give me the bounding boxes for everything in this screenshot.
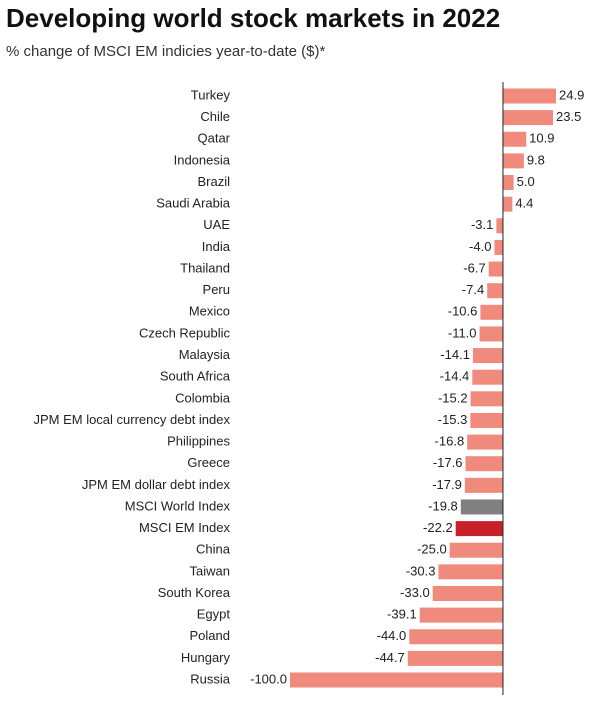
bar (472, 369, 503, 385)
bar (449, 542, 503, 558)
value-label: -3.1 (471, 217, 493, 232)
chart-subtitle: % change of MSCI EM indicies year-to-dat… (6, 43, 325, 60)
value-label: -19.8 (428, 498, 458, 513)
chart-title: Developing world stock markets in 2022 (6, 3, 500, 33)
value-label: -16.8 (435, 434, 465, 449)
bar (470, 391, 503, 407)
bar (494, 239, 503, 255)
bar (465, 456, 503, 472)
category-label: Greece (187, 455, 230, 470)
category-label: Czech Republic (139, 325, 231, 340)
value-label: -17.6 (433, 455, 463, 470)
category-label: South Africa (160, 369, 231, 384)
category-label: Brazil (197, 174, 230, 189)
category-label: Poland (190, 628, 230, 643)
category-label: Thailand (180, 260, 230, 275)
value-label: -15.2 (438, 390, 468, 405)
value-label: 4.4 (515, 196, 533, 211)
category-label: Peru (203, 282, 230, 297)
value-label: -39.1 (387, 607, 417, 622)
value-label: -4.0 (469, 239, 491, 254)
value-label: -10.6 (448, 304, 478, 319)
value-label: -44.7 (375, 650, 405, 665)
value-label: -17.9 (432, 477, 462, 492)
bar (502, 88, 556, 104)
value-label: 9.8 (527, 152, 545, 167)
bar (470, 412, 503, 428)
category-label: Russia (190, 671, 231, 686)
category-label: MSCI EM Index (139, 520, 231, 535)
value-label: 10.9 (529, 131, 554, 146)
bar (502, 175, 514, 191)
category-label: Qatar (197, 131, 230, 146)
category-label: Taiwan (190, 563, 230, 578)
bar (487, 283, 503, 299)
value-label: 24.9 (559, 87, 584, 102)
value-label: -22.2 (423, 520, 453, 535)
value-label: -11.0 (448, 325, 477, 340)
value-label: -6.7 (463, 260, 485, 275)
category-label: China (196, 542, 231, 557)
value-label: 23.5 (556, 109, 581, 124)
category-label: JPM EM dollar debt index (82, 477, 231, 492)
bar (502, 153, 524, 169)
bar (460, 499, 503, 515)
value-label: -15.3 (438, 412, 468, 427)
bar (409, 629, 503, 645)
category-label: Egypt (197, 607, 231, 622)
bar (480, 304, 503, 320)
category-label: South Korea (158, 585, 231, 600)
bar (479, 326, 503, 342)
value-label: -25.0 (417, 542, 447, 557)
category-label: MSCI World Index (125, 498, 231, 513)
value-label: -100.0 (250, 671, 287, 686)
value-label: -33.0 (400, 585, 430, 600)
value-label: -30.3 (406, 563, 436, 578)
category-label: Colombia (175, 390, 231, 405)
category-label: Malaysia (179, 347, 231, 362)
category-label: Indonesia (174, 152, 231, 167)
value-label: 5.0 (517, 174, 535, 189)
value-label: -44.0 (377, 628, 407, 643)
bar (464, 477, 503, 493)
value-label: -14.1 (440, 347, 470, 362)
category-label: Chile (200, 109, 230, 124)
category-label: Mexico (189, 304, 230, 319)
bar (407, 650, 503, 666)
value-label: -7.4 (462, 282, 484, 297)
category-label: UAE (203, 217, 230, 232)
category-label: Philippines (167, 434, 230, 449)
bar (467, 434, 503, 450)
category-label: Turkey (191, 87, 231, 102)
bar (419, 607, 503, 623)
category-label: Hungary (181, 650, 231, 665)
bar (502, 110, 554, 126)
category-label: Saudi Arabia (156, 196, 230, 211)
bar (290, 672, 503, 688)
bar (472, 348, 503, 364)
bar (496, 218, 503, 234)
bar (488, 261, 503, 277)
bar (502, 131, 527, 147)
bar (455, 521, 503, 537)
bar (438, 564, 503, 580)
value-label: -14.4 (440, 369, 470, 384)
bar (432, 585, 503, 601)
bar (502, 196, 513, 212)
category-label: JPM EM local currency debt index (33, 412, 230, 427)
category-label: India (202, 239, 231, 254)
